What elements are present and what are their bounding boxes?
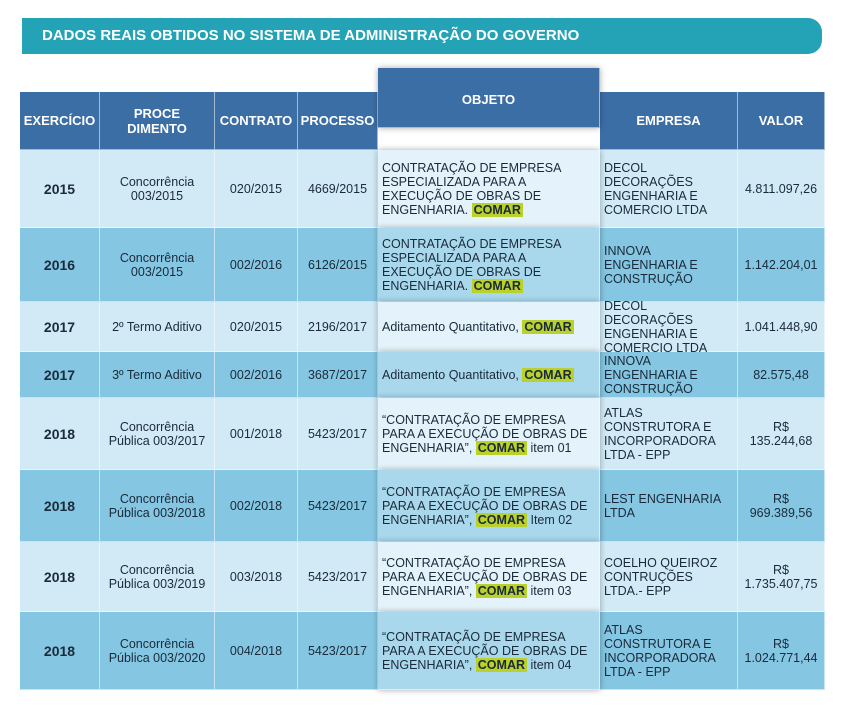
table-cell: 001/2018 bbox=[215, 398, 298, 470]
objeto-desc: “CONTRATAÇÃO DE EMPRESA PARA A EXECUÇÃO … bbox=[382, 555, 588, 598]
table-cell: 002/2016 bbox=[215, 228, 298, 302]
table-cell: Concorrência Pública 003/2017 bbox=[100, 398, 215, 470]
objeto-desc: “CONTRATAÇÃO DE EMPRESA PARA A EXECUÇÃO … bbox=[382, 412, 588, 455]
objeto-text: “CONTRATAÇÃO DE EMPRESA PARA A EXECUÇÃO … bbox=[382, 630, 595, 672]
column-header: VALOR bbox=[738, 92, 825, 150]
objeto-text: “CONTRATAÇÃO DE EMPRESA PARA A EXECUÇÃO … bbox=[382, 413, 595, 455]
objeto-desc: Aditamento Quantitativo, bbox=[382, 319, 519, 334]
table-cell: 5423/2017 bbox=[298, 470, 378, 542]
objeto-suffix: item 04 bbox=[530, 657, 572, 672]
table-cell: 020/2015 bbox=[215, 150, 298, 228]
objeto-suffix: Item 02 bbox=[530, 512, 573, 527]
table-cell: 3687/2017 bbox=[298, 352, 378, 398]
objeto-suffix: item 01 bbox=[530, 440, 572, 455]
objeto-desc: “CONTRATAÇÃO DE EMPRESA PARA A EXECUÇÃO … bbox=[382, 629, 588, 672]
column-header: CONTRATO bbox=[215, 92, 298, 150]
objeto-desc: Aditamento Quantitativo, bbox=[382, 367, 519, 382]
table-cell: 004/2018 bbox=[215, 612, 298, 690]
table-cell: R$ 135.244,68 bbox=[738, 398, 825, 470]
column-header: PROCE DIMENTO bbox=[100, 92, 215, 150]
table-cell: Concorrência Pública 003/2020 bbox=[100, 612, 215, 690]
table-cell: R$ 1.024.771,44 bbox=[738, 612, 825, 690]
objeto-text: “CONTRATAÇÃO DE EMPRESA PARA A EXECUÇÃO … bbox=[382, 485, 595, 527]
objeto-cell: CONTRATAÇÃO DE EMPRESA ESPECIALIZADA PAR… bbox=[378, 150, 600, 228]
table-cell: Concorrência 003/2015 bbox=[100, 150, 215, 228]
objeto-text: Aditamento Quantitativo, COMAR bbox=[382, 319, 574, 334]
table-cell: 1.142.204,01 bbox=[738, 228, 825, 302]
objeto-desc: CONTRATAÇÃO DE EMPRESA ESPECIALIZADA PAR… bbox=[382, 236, 561, 293]
table-cell: 82.575,48 bbox=[738, 352, 825, 398]
comar-highlight: COMAR bbox=[522, 367, 574, 382]
table-cell: 2018 bbox=[20, 542, 100, 612]
table-cell: 5423/2017 bbox=[298, 398, 378, 470]
objeto-cell: “CONTRATAÇÃO DE EMPRESA PARA A EXECUÇÃO … bbox=[378, 542, 600, 612]
objeto-desc: CONTRATAÇÃO DE EMPRESA ESPECIALIZADA PAR… bbox=[382, 160, 561, 217]
table-cell: 020/2015 bbox=[215, 302, 298, 352]
comar-highlight: COMAR bbox=[522, 319, 574, 334]
objeto-text: Aditamento Quantitativo, COMAR bbox=[382, 367, 574, 382]
table-cell: 5423/2017 bbox=[298, 542, 378, 612]
objeto-cell: Aditamento Quantitativo, COMAR bbox=[378, 302, 600, 352]
table-cell: ATLAS CONSTRUTORA E INCORPORADORA LTDA -… bbox=[600, 398, 738, 470]
table-cell: COELHO QUEIROZ CONTRUÇÕES LTDA.- EPP bbox=[600, 542, 738, 612]
table-cell: 2015 bbox=[20, 150, 100, 228]
comar-highlight: COMAR bbox=[471, 202, 523, 217]
objeto-cell: “CONTRATAÇÃO DE EMPRESA PARA A EXECUÇÃO … bbox=[378, 612, 600, 690]
table-cell: LEST ENGENHARIA LTDA bbox=[600, 470, 738, 542]
table-cell: 4.811.097,26 bbox=[738, 150, 825, 228]
objeto-cell: “CONTRATAÇÃO DE EMPRESA PARA A EXECUÇÃO … bbox=[378, 470, 600, 542]
objeto-suffix: item 03 bbox=[530, 583, 572, 598]
table-cell: 2018 bbox=[20, 398, 100, 470]
table-cell: DECOL DECORAÇÕES ENGENHARIA E COMERCIO L… bbox=[600, 299, 738, 355]
comar-highlight: COMAR bbox=[471, 278, 523, 293]
table-cell: Concorrência 003/2015 bbox=[100, 228, 215, 302]
column-header: EXERCÍCIO bbox=[20, 92, 100, 150]
table-cell: 2196/2017 bbox=[298, 302, 378, 352]
table-cell: 2017 bbox=[20, 302, 100, 352]
table-cell: 2016 bbox=[20, 228, 100, 302]
table-cell: DECOL DECORAÇÕES ENGENHARIA E COMERCIO L… bbox=[600, 150, 738, 228]
objeto-cell: CONTRATAÇÃO DE EMPRESA ESPECIALIZADA PAR… bbox=[378, 228, 600, 302]
comar-highlight: COMAR bbox=[475, 440, 527, 455]
table-cell: Concorrência Pública 003/2018 bbox=[100, 470, 215, 542]
table-cell: INNOVA ENGENHARIA E CONSTRUÇÃO bbox=[600, 352, 738, 398]
table-cell: 002/2018 bbox=[215, 470, 298, 542]
table-cell: 5423/2017 bbox=[298, 612, 378, 690]
objeto-cell: Aditamento Quantitativo, COMAR bbox=[378, 352, 600, 398]
comar-highlight: COMAR bbox=[475, 657, 527, 672]
title-bar: DADOS REAIS OBTIDOS NO SISTEMA DE ADMINI… bbox=[22, 18, 822, 54]
table-cell: 4669/2015 bbox=[298, 150, 378, 228]
table-cell: 2018 bbox=[20, 612, 100, 690]
objeto-cell: “CONTRATAÇÃO DE EMPRESA PARA A EXECUÇÃO … bbox=[378, 398, 600, 470]
objeto-text: CONTRATAÇÃO DE EMPRESA ESPECIALIZADA PAR… bbox=[382, 237, 595, 293]
objeto-desc: “CONTRATAÇÃO DE EMPRESA PARA A EXECUÇÃO … bbox=[382, 484, 588, 527]
table-cell: INNOVA ENGENHARIA E CONSTRUÇÃO bbox=[600, 228, 738, 302]
table-cell: ATLAS CONSTRUTORA E INCORPORADORA LTDA -… bbox=[600, 612, 738, 690]
table-cell: 6126/2015 bbox=[298, 228, 378, 302]
column-header: OBJETO bbox=[378, 68, 600, 128]
comar-highlight: COMAR bbox=[475, 583, 527, 598]
comar-highlight: COMAR bbox=[475, 512, 527, 527]
column-header: PROCESSO bbox=[298, 92, 378, 150]
table-cell: 2017 bbox=[20, 352, 100, 398]
table-cell: Concorrência Pública 003/2019 bbox=[100, 542, 215, 612]
objeto-text: “CONTRATAÇÃO DE EMPRESA PARA A EXECUÇÃO … bbox=[382, 556, 595, 598]
table-cell: R$ 1.735.407,75 bbox=[738, 542, 825, 612]
table-cell: 2018 bbox=[20, 470, 100, 542]
table-cell: 1.041.448,90 bbox=[738, 302, 825, 352]
objeto-text: CONTRATAÇÃO DE EMPRESA ESPECIALIZADA PAR… bbox=[382, 161, 595, 217]
column-header: EMPRESA bbox=[600, 92, 738, 150]
table-cell: 003/2018 bbox=[215, 542, 298, 612]
table-cell: 3º Termo Aditivo bbox=[100, 352, 215, 398]
table-cell: 002/2016 bbox=[215, 352, 298, 398]
table-cell: 2º Termo Aditivo bbox=[100, 302, 215, 352]
table-cell: R$ 969.389,56 bbox=[738, 470, 825, 542]
